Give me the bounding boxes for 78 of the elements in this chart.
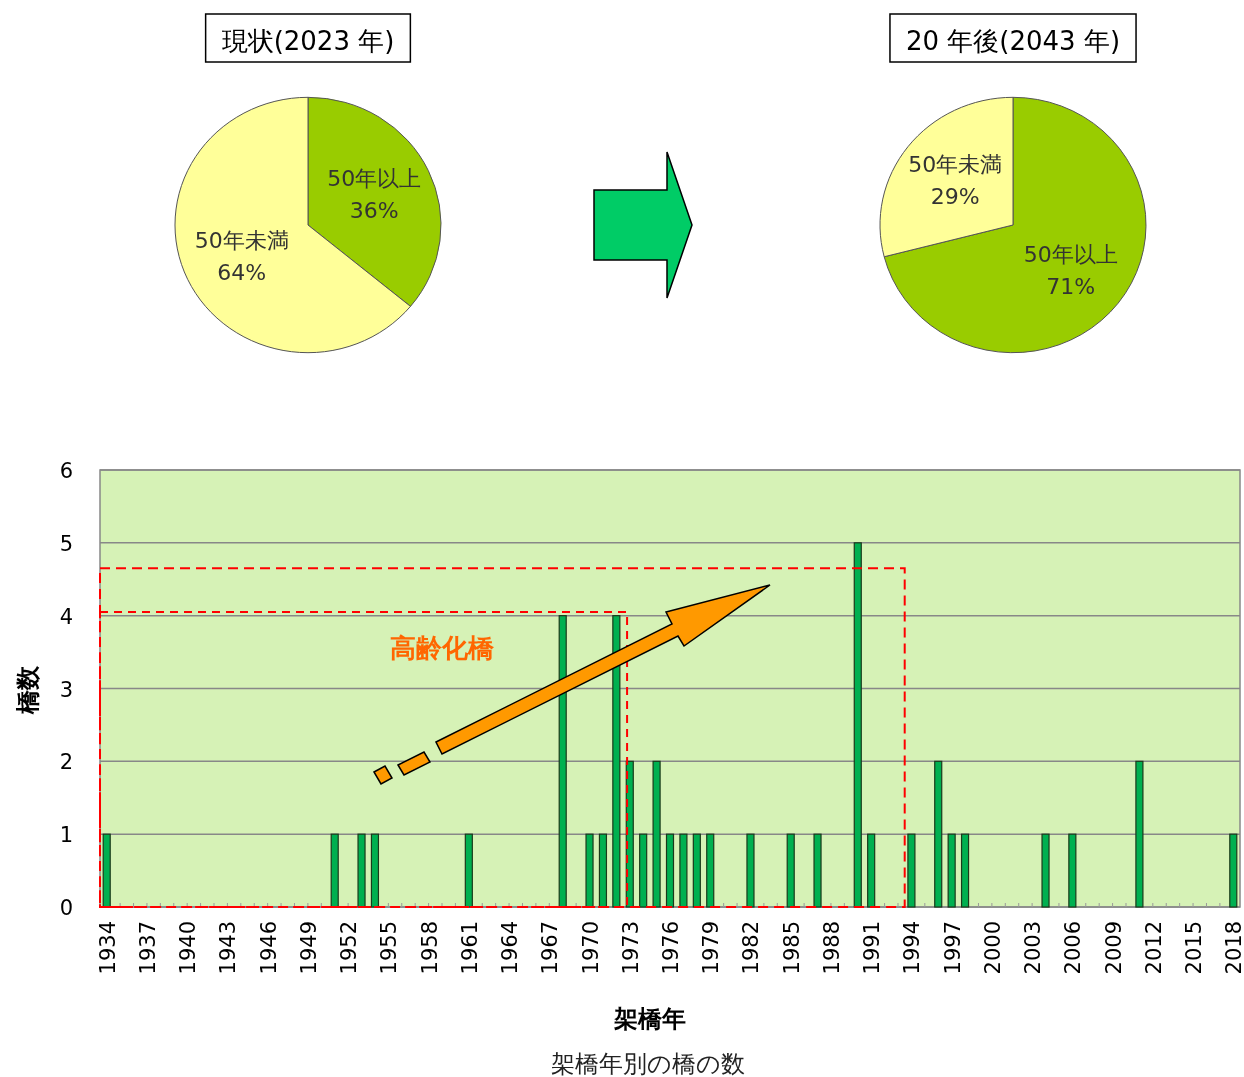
x-tick-label: 2006 — [1061, 921, 1086, 975]
bar — [1041, 833, 1050, 908]
x-tick-label: 1955 — [377, 921, 402, 975]
bar — [330, 833, 339, 908]
x-tick-label: 1961 — [457, 921, 482, 975]
x-tick-label: 1991 — [860, 921, 885, 975]
x-tick-label: 1952 — [337, 921, 362, 975]
bar — [357, 833, 366, 908]
bar — [813, 833, 822, 908]
bar — [612, 615, 621, 908]
bar — [706, 833, 715, 908]
x-tick-label: 1976 — [659, 921, 683, 975]
y-tick-label: 5 — [59, 531, 73, 556]
bar — [907, 833, 916, 908]
x-tick-label: 2018 — [1222, 921, 1244, 975]
data-label: 36% — [349, 197, 399, 223]
slice-label: 50年以上 — [327, 165, 422, 191]
y-tick-label: 6 — [59, 459, 73, 483]
chart-title: 20 年後(2043 年) — [905, 26, 1121, 56]
bar — [679, 833, 688, 908]
bar — [598, 833, 608, 908]
x-tick-label: 1934 — [95, 921, 120, 975]
bar — [947, 833, 956, 908]
x-tick-label: 2003 — [1021, 921, 1046, 975]
chart-title: 現状(2023 年) — [221, 26, 395, 56]
bar — [665, 833, 675, 908]
x-tick-label: 1949 — [296, 921, 321, 975]
data-label: 64% — [217, 260, 267, 286]
data-label: 71% — [1046, 273, 1096, 299]
x-tick-label: 1988 — [819, 921, 844, 975]
bar — [585, 833, 594, 908]
bar — [1229, 833, 1238, 908]
x-tick-label: 2009 — [1101, 921, 1126, 975]
x-tick-label: 1946 — [256, 921, 281, 975]
bar — [558, 615, 567, 908]
x-tick-label: 1973 — [618, 921, 643, 975]
slice-label: 50年未満 — [194, 228, 289, 254]
x-axis-title: 架橋年 — [613, 1005, 686, 1033]
bar — [1068, 833, 1077, 908]
bar — [102, 833, 111, 908]
bar — [639, 833, 648, 908]
x-tick-label: 1985 — [779, 921, 804, 975]
x-tick-label: 2015 — [1182, 921, 1207, 975]
bar — [786, 833, 795, 908]
x-tick-label: 1958 — [417, 921, 442, 975]
y-tick-label: 1 — [59, 823, 73, 848]
y-tick-label: 0 — [59, 896, 73, 920]
bar — [652, 760, 661, 908]
x-tick-label: 1964 — [498, 921, 523, 975]
y-tick-label: 2 — [59, 750, 73, 775]
bar — [692, 833, 701, 908]
bar — [370, 833, 380, 908]
x-tick-label: 1997 — [940, 921, 965, 975]
annotation: 高齢化橋 — [390, 633, 495, 663]
x-tick-label: 1967 — [538, 921, 563, 975]
x-tick-label: 1982 — [739, 921, 764, 975]
data-label: 29% — [930, 184, 980, 210]
slice-label: 50年未満 — [908, 152, 1003, 178]
bar — [464, 833, 473, 908]
bar — [1135, 760, 1144, 908]
x-tick-label: 2012 — [1141, 921, 1166, 975]
slice-label: 50年以上 — [1023, 241, 1118, 267]
bar — [746, 833, 755, 908]
y-axis-title: 橋数 — [14, 665, 42, 715]
x-tick-label: 1994 — [900, 921, 925, 975]
x-tick-label: 1937 — [135, 921, 160, 975]
y-tick-label: 3 — [59, 677, 73, 702]
bar — [960, 833, 970, 908]
x-tick-label: 1940 — [176, 921, 201, 975]
x-tick-label: 1979 — [699, 921, 724, 975]
x-tick-label: 1970 — [578, 921, 603, 975]
bar — [853, 542, 862, 908]
bar — [934, 760, 943, 908]
x-tick-label: 2000 — [980, 921, 1005, 975]
y-tick-label: 4 — [59, 604, 73, 629]
bar — [867, 833, 876, 908]
x-tick-label: 1943 — [216, 921, 241, 975]
text: 架橋年別の橋の数 — [551, 1050, 745, 1077]
